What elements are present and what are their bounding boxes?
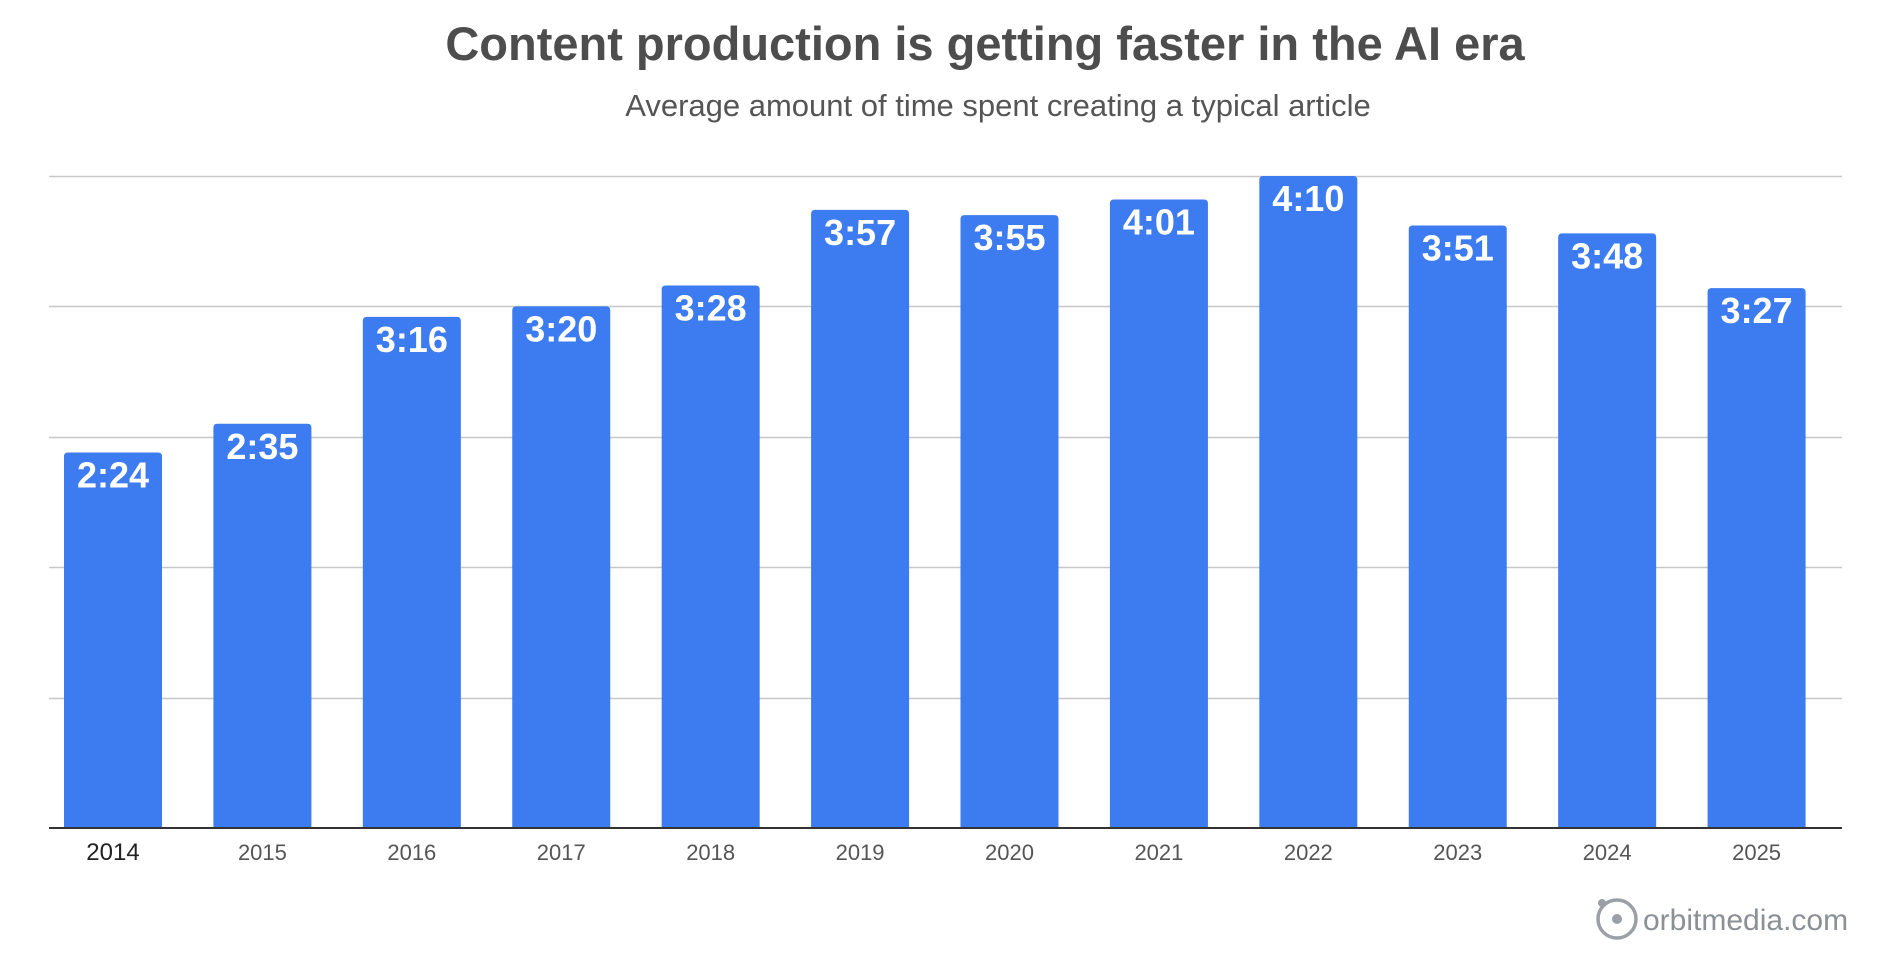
x-tick-2022: 2022	[1284, 840, 1333, 865]
data-label-2017: 3:20	[525, 308, 597, 349]
x-tick-2023: 2023	[1433, 840, 1482, 865]
value-labels: 2:24 2:35 3:16 3:20 3:28 3:57 3:55 4:01 4:10 3:51…	[77, 178, 1793, 495]
bar-2017	[512, 306, 611, 828]
x-tick-2025: 2025	[1732, 840, 1781, 865]
bars	[64, 176, 1806, 829]
gridlines	[49, 175, 1842, 700]
data-label-2022: 4:10	[1272, 178, 1344, 219]
brand-text: orbitmedia.com	[1643, 904, 1848, 937]
orbit-logo-icon	[1596, 898, 1638, 940]
x-tick-2016: 2016	[387, 840, 436, 865]
data-label-2024: 3:48	[1571, 235, 1643, 276]
bar-2019	[811, 209, 910, 829]
bar-2021	[1109, 199, 1208, 829]
x-axis-ticks: 2014 2015 2016 2017 2018 2019 2020 2021 2022 2023…	[86, 839, 1781, 866]
x-tick-2021: 2021	[1134, 840, 1183, 865]
bar-2016	[362, 316, 461, 828]
chart-subtitle: Average amount of time spent creating a …	[625, 88, 1371, 123]
x-tick-2015: 2015	[238, 840, 287, 865]
x-tick-2018: 2018	[686, 840, 735, 865]
data-label-2020: 3:55	[973, 217, 1045, 258]
bar-2022	[1259, 176, 1358, 828]
bar-2025	[1707, 288, 1806, 828]
chart-title: Content production is getting faster in …	[445, 17, 1525, 70]
x-tick-2024: 2024	[1583, 840, 1632, 865]
x-tick-2019: 2019	[836, 840, 885, 865]
bar-2015	[213, 423, 312, 828]
data-label-2014: 2:24	[77, 454, 149, 495]
data-label-2019: 3:57	[824, 212, 896, 253]
x-tick-2020: 2020	[985, 840, 1034, 865]
bar-2020	[960, 215, 1059, 828]
bar-2024	[1558, 233, 1657, 829]
brand-logo: orbitmedia.com	[1596, 898, 1848, 940]
bar-2018	[661, 285, 760, 828]
data-label-2025: 3:27	[1721, 290, 1793, 331]
bar-2014	[64, 452, 162, 828]
data-label-2015: 2:35	[226, 426, 298, 467]
bar-2023	[1408, 225, 1507, 828]
data-label-2016: 3:16	[376, 319, 448, 360]
x-tick-2017: 2017	[537, 840, 586, 865]
data-label-2021: 4:01	[1123, 201, 1195, 242]
x-tick-2014: 2014	[86, 839, 139, 866]
data-label-2023: 3:51	[1422, 228, 1494, 269]
data-label-2018: 3:28	[675, 288, 747, 329]
